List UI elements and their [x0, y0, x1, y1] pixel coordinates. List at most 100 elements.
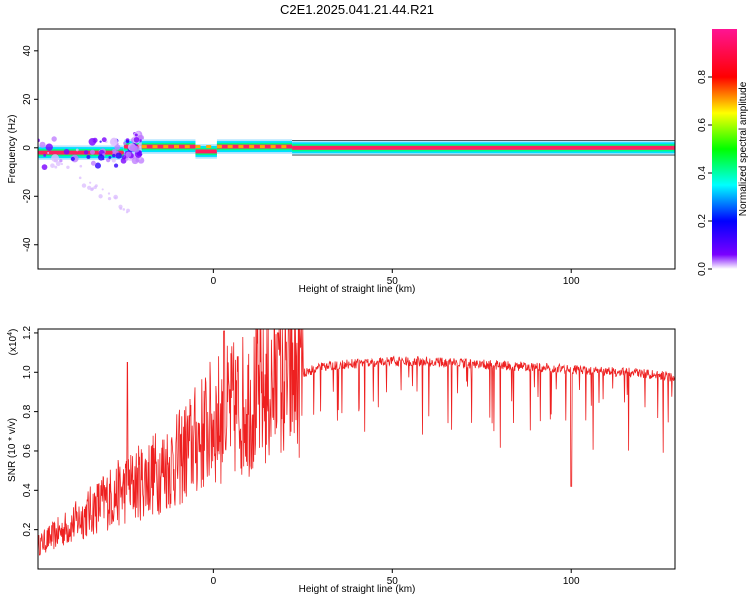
spectrogram-tail: [101, 188, 104, 191]
spectrogram-ylabel: Frequency (Hz): [7, 115, 18, 184]
snr-ytick-label: 1.2: [22, 326, 33, 340]
snr-xlabel: Height of straight line (km): [299, 584, 416, 595]
spectrogram-blob: [111, 158, 116, 163]
spectrogram-tail: [114, 196, 117, 199]
snr-multiplier: (x104): [7, 329, 19, 356]
colorbar-gradient: [712, 29, 737, 269]
spectrogram-peak-dot: [173, 145, 179, 149]
spectrogram-tail: [60, 162, 64, 166]
spectrogram-blob: [47, 151, 50, 154]
spectrogram-blob: [97, 154, 105, 161]
spectrogram-peak-dot: [259, 145, 265, 149]
spectrogram-tail: [122, 208, 126, 211]
snr-ytick-label: 0.2: [22, 522, 33, 536]
spectrogram-blob: [108, 156, 112, 159]
colorbar-tick-label: 0.4: [697, 166, 708, 180]
spectrogram-blob: [101, 137, 107, 143]
spectrogram-peak-dot: [270, 145, 276, 149]
spectrogram-band-layer: [195, 149, 217, 154]
spectrogram-tail: [50, 163, 55, 168]
spectrogram-peak-dot: [206, 145, 212, 149]
spectrogram-tail: [89, 181, 92, 184]
snr-ytick-label: 0.4: [22, 483, 33, 497]
snr-ylabel: SNR (10 * v/v): [7, 418, 18, 482]
colorbar-tick-label: 0.2: [697, 214, 708, 228]
spectrogram-heatmap: [38, 130, 675, 214]
spectrogram-tail: [78, 176, 82, 180]
spectrogram-blob: [125, 157, 129, 161]
spectrogram-y-ticks: -40 -20 0 20 40: [22, 45, 38, 252]
spectrogram-xtick-label: 100: [563, 276, 580, 287]
spectrogram-peak-dot: [184, 145, 190, 149]
spectrogram-ytick-label: 40: [22, 45, 33, 57]
spectrogram-tail: [107, 192, 111, 195]
spectrogram-ytick-label: -20: [22, 189, 33, 204]
spectrogram-blob: [125, 139, 130, 144]
spectrogram-tail: [119, 207, 123, 210]
spectrogram-blob: [94, 162, 102, 169]
snr-frame: [37, 328, 676, 570]
spectrogram-blob: [86, 154, 91, 159]
spectrogram-blob: [75, 148, 79, 152]
colorbar-tick-label: 0.0: [697, 262, 708, 276]
spectrogram-tail: [81, 183, 87, 188]
spectrogram-blob: [115, 152, 122, 159]
spectrogram-blob: [113, 163, 119, 168]
snr-panel: 0.2 0.4 0.6 0.8 1.0 1.2 0 50 100 Height of stra…: [7, 326, 676, 595]
spectrogram-blob: [112, 153, 116, 158]
spectrogram-tail: [98, 194, 103, 199]
spectrogram-blob: [88, 138, 97, 146]
colorbar-tick-label: 0.8: [697, 70, 708, 84]
snr-x-ticks: 0 50 100: [211, 569, 580, 587]
spectrogram-peak-dot: [281, 145, 287, 149]
spectrogram-blob: [139, 139, 143, 143]
spectrogram-tail: [55, 161, 61, 167]
spectrogram-ytick-label: 20: [22, 93, 33, 105]
spectrogram-blob: [70, 156, 75, 162]
spectrogram-blob: [132, 145, 140, 153]
colorbar-tick-label: 0.6: [697, 118, 708, 132]
spectrogram-panel: -40 -20 0 20 40 0 50 100 Height of straight li…: [7, 28, 676, 295]
spectrogram-x-ticks: 0 50 100: [211, 269, 580, 287]
snr-ytick-label: 0.8: [22, 404, 33, 418]
spectrogram-ytick-label: -40: [22, 237, 33, 252]
spectrogram-blob: [109, 138, 118, 147]
spectrogram-tail: [126, 208, 130, 213]
spectrogram-band-layer: [292, 145, 675, 150]
snr-series-line: [38, 329, 675, 556]
snr-xtick-label: 100: [563, 576, 580, 587]
spectrogram-blob: [39, 141, 46, 148]
spectrogram-xtick-label: 0: [211, 276, 217, 287]
spectrogram-blob: [114, 144, 121, 151]
spectrogram-blob: [123, 141, 127, 145]
spectrogram-blob: [106, 158, 111, 163]
snr-ytick-label: 1.0: [22, 365, 33, 379]
spectrogram-xtick-label: 50: [387, 276, 399, 287]
spectrogram-blob: [120, 157, 127, 164]
spectrogram-tail: [107, 196, 112, 201]
spectrogram-blob: [79, 164, 83, 168]
spectrogram-peak-dot: [141, 145, 147, 149]
spectrogram-peak-dot: [152, 145, 158, 149]
spectrogram-blob: [134, 133, 138, 137]
spectrogram-peak-dot: [227, 145, 233, 149]
colorbar-label: Normalized spectral amplitude: [738, 81, 749, 216]
spectrogram-peak-dot: [249, 145, 255, 149]
spectrogram-tail: [53, 158, 58, 163]
snr-xtick-label: 0: [211, 576, 217, 587]
spectrogram-blob: [99, 140, 102, 143]
spectrogram-blob: [89, 149, 95, 155]
chart-title: C2E1.2025.041.21.44.R21: [280, 2, 434, 17]
snr-y-ticks: 0.2 0.4 0.6 0.8 1.0 1.2: [22, 326, 38, 537]
spectrogram-band-layer: [141, 144, 196, 149]
spectrogram-blob: [112, 148, 117, 153]
spectrogram-band-layer: [38, 150, 124, 155]
spectrogram-tail: [54, 165, 58, 169]
snr-ytick-label: 0.6: [22, 444, 33, 458]
spectrogram-blob: [59, 159, 63, 163]
spectrogram-tail: [90, 187, 95, 191]
spectrogram-xlabel: Height of straight line (km): [299, 284, 416, 295]
colorbar-ticks: 0.0 0.2 0.4 0.6 0.8: [697, 70, 712, 276]
spectrogram-blob: [137, 135, 142, 140]
